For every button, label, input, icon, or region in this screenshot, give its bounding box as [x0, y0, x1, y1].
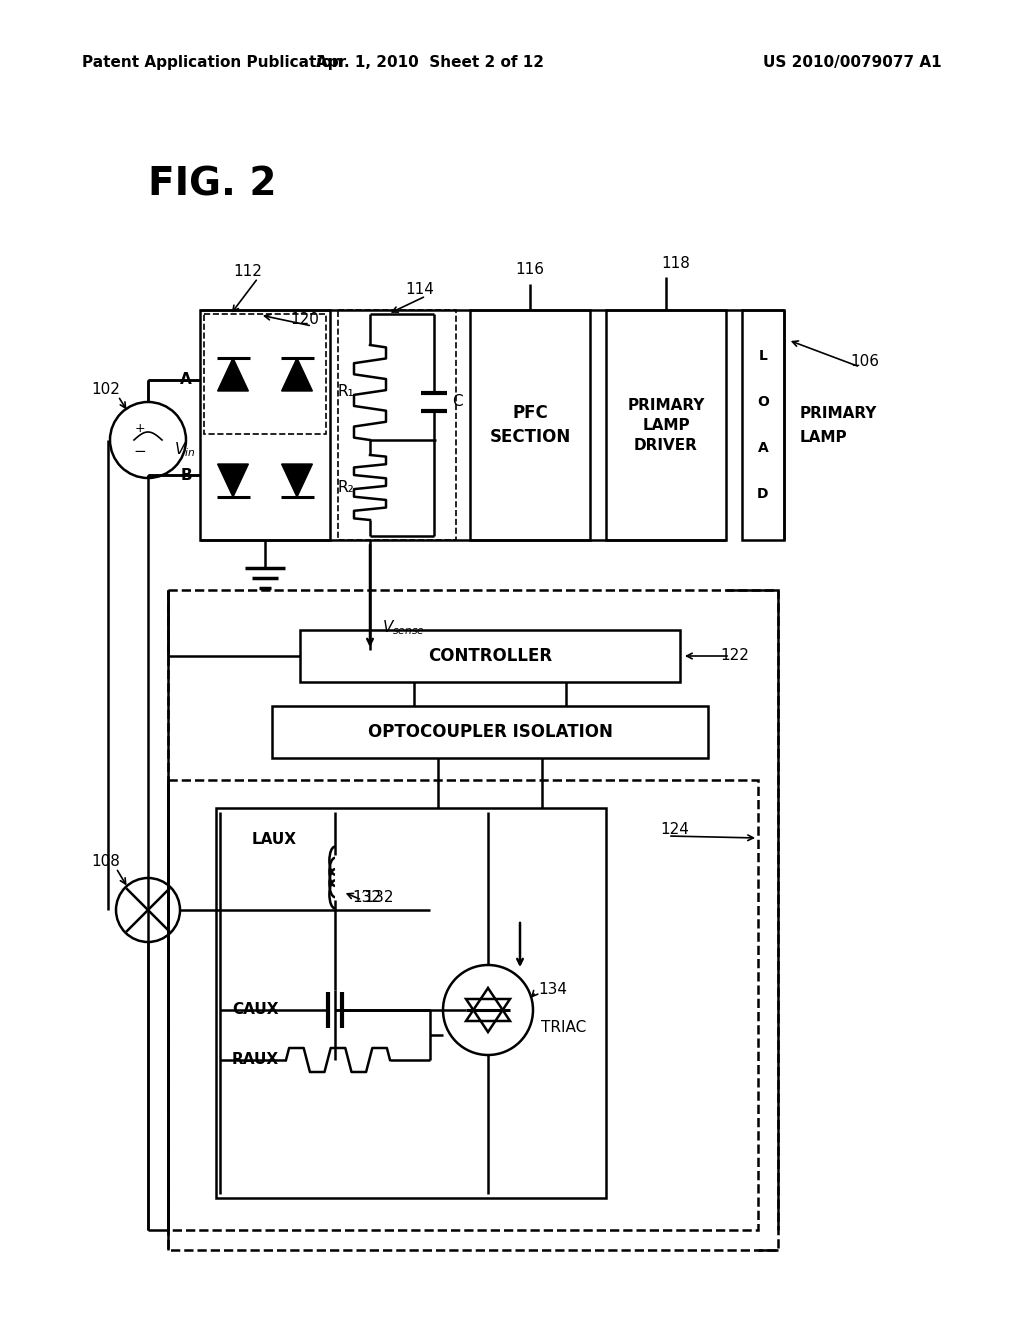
Bar	[300, 630, 680, 682]
Bar	[168, 590, 778, 1250]
Text: PFC: PFC	[512, 404, 548, 422]
Text: 122: 122	[720, 648, 749, 664]
Text: O: O	[757, 395, 769, 409]
Text: $V_{in}$: $V_{in}$	[174, 441, 196, 459]
Text: LAUX: LAUX	[252, 833, 297, 847]
Text: 102: 102	[91, 383, 121, 397]
Text: 116: 116	[515, 263, 545, 277]
Text: 106: 106	[850, 355, 879, 370]
Text: US 2010/0079077 A1: US 2010/0079077 A1	[763, 54, 942, 70]
Text: DRIVER: DRIVER	[634, 437, 698, 453]
Text: 124: 124	[660, 822, 689, 837]
Text: CAUX: CAUX	[232, 1002, 279, 1018]
Text: 114: 114	[406, 282, 434, 297]
Bar	[338, 310, 456, 540]
Text: −: −	[133, 445, 146, 459]
Text: A: A	[180, 372, 191, 388]
Text: C: C	[452, 395, 463, 409]
Text: Apr. 1, 2010  Sheet 2 of 12: Apr. 1, 2010 Sheet 2 of 12	[316, 54, 544, 70]
Text: OPTOCOUPLER ISOLATION: OPTOCOUPLER ISOLATION	[368, 723, 612, 741]
Bar	[272, 706, 708, 758]
Bar	[204, 314, 326, 434]
Text: 132: 132	[352, 891, 381, 906]
Polygon shape	[282, 465, 312, 498]
Text: PRIMARY: PRIMARY	[628, 397, 705, 412]
Text: L: L	[759, 348, 767, 363]
Text: B: B	[180, 467, 191, 483]
Text: CONTROLLER: CONTROLLER	[428, 647, 552, 665]
Text: A: A	[758, 441, 768, 455]
Bar	[168, 780, 758, 1230]
Text: D: D	[758, 487, 769, 502]
Text: FIG. 2: FIG. 2	[148, 166, 276, 205]
Polygon shape	[282, 358, 312, 391]
Bar	[200, 310, 330, 540]
Text: 118: 118	[662, 256, 690, 271]
Bar	[606, 310, 726, 540]
Bar	[742, 310, 784, 540]
Text: LAMP: LAMP	[800, 429, 848, 445]
Text: 112: 112	[233, 264, 262, 280]
Text: +: +	[135, 422, 145, 436]
Text: RAUX: RAUX	[232, 1052, 280, 1068]
Bar	[470, 310, 590, 540]
Text: R₁: R₁	[338, 384, 354, 400]
Text: 120: 120	[291, 313, 319, 327]
Text: PRIMARY: PRIMARY	[800, 405, 878, 421]
Text: 134: 134	[538, 982, 567, 998]
Polygon shape	[217, 465, 249, 498]
Text: ′132: ′132	[362, 891, 394, 906]
Text: 108: 108	[91, 854, 121, 870]
Text: TRIAC: TRIAC	[541, 1020, 587, 1035]
Text: Patent Application Publication: Patent Application Publication	[82, 54, 343, 70]
Text: R₂: R₂	[338, 479, 354, 495]
Bar	[216, 808, 606, 1199]
Text: $V_{sense}$: $V_{sense}$	[382, 619, 425, 638]
Text: LAMP: LAMP	[642, 417, 690, 433]
Polygon shape	[217, 358, 249, 391]
Text: SECTION: SECTION	[489, 428, 570, 446]
